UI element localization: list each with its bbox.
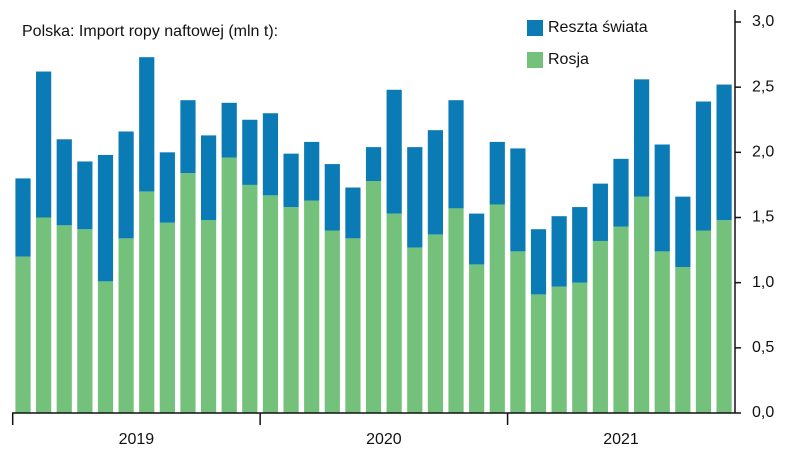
y-tick-label: 2,0 <box>752 144 774 161</box>
bar-segment <box>97 154 114 282</box>
bar-segment <box>159 152 175 223</box>
legend-swatch <box>527 20 543 36</box>
bar-segment <box>695 101 712 231</box>
bar-segment <box>56 139 72 226</box>
chart-title: Polska: Import ropy naftowej (mln t): <box>22 23 278 40</box>
bar-segment <box>180 173 196 413</box>
bar-segment <box>283 153 299 208</box>
bar-segment <box>386 213 402 413</box>
bar-segment <box>716 220 732 413</box>
bar-segment <box>407 147 423 248</box>
bar-segment <box>56 225 72 413</box>
bar-segment <box>469 264 485 413</box>
bar-segment <box>675 267 691 413</box>
legend-swatch <box>527 52 543 68</box>
bar-segment <box>159 222 175 413</box>
bar-segment <box>118 131 134 239</box>
bar-segment <box>365 147 382 182</box>
bar-segment <box>448 208 464 413</box>
bar-segment <box>180 100 196 174</box>
bar-segment <box>427 130 444 235</box>
y-tick-label: 2,5 <box>752 78 774 95</box>
bar-segment <box>489 141 505 205</box>
bar-segment <box>304 141 320 201</box>
bar-segment <box>530 229 547 295</box>
bar-segment <box>345 187 361 239</box>
bar-segment <box>654 144 670 252</box>
bar-segment <box>118 238 134 413</box>
bar-segment <box>262 113 279 196</box>
bar-segment <box>427 234 444 413</box>
bar-segment <box>365 181 382 413</box>
bar-segment <box>77 161 93 230</box>
bar-segment <box>530 294 547 413</box>
bar-segment <box>469 213 485 265</box>
x-group-label: 2021 <box>603 431 639 448</box>
bar-segment <box>324 164 340 231</box>
bar-segment <box>304 200 320 413</box>
x-group-label: 2019 <box>119 431 155 448</box>
bar-segment <box>283 207 299 413</box>
bar-segment <box>242 184 258 413</box>
bar-segment <box>36 217 52 413</box>
bar-segment <box>613 226 629 413</box>
bar-segment <box>448 100 464 209</box>
bar-segment <box>221 102 237 158</box>
legend-label: Reszta świata <box>548 19 648 36</box>
bar-segment <box>200 220 217 413</box>
bar-segment <box>15 178 31 257</box>
bar-segment <box>407 247 423 413</box>
bar-segment <box>139 191 155 413</box>
y-tick-label: 1,5 <box>752 209 774 226</box>
bar-segment <box>695 230 712 413</box>
bar-segment <box>510 148 526 252</box>
y-tick-label: 1,0 <box>752 274 774 291</box>
bar-segment <box>139 57 155 192</box>
bar-segment <box>97 281 114 413</box>
bar-segment <box>716 84 732 221</box>
bar-segment <box>572 282 588 413</box>
bar-segment <box>200 135 217 221</box>
bar-segment <box>386 89 402 214</box>
bar-segment <box>36 71 52 218</box>
legend-label: Rosja <box>548 51 589 68</box>
bar-segment <box>592 240 608 413</box>
bar-segment <box>592 183 608 241</box>
bar-segment <box>572 207 588 283</box>
bar-segment <box>262 195 279 413</box>
bar-segment <box>613 158 629 227</box>
bar-segment <box>551 216 567 287</box>
bar-segment <box>77 229 93 413</box>
bar-segment <box>221 157 237 413</box>
bar-segment <box>510 251 526 413</box>
bar-segment <box>242 119 258 185</box>
bar-segment <box>551 286 567 413</box>
x-group-label: 2020 <box>366 431 402 448</box>
bar-segment <box>654 251 670 413</box>
bar-segment <box>324 230 340 413</box>
bar-segment <box>675 196 691 268</box>
y-tick-label: 0,0 <box>752 404 774 421</box>
bar-segment <box>489 204 505 413</box>
y-tick-label: 3,0 <box>752 13 774 30</box>
y-tick-label: 0,5 <box>752 339 774 356</box>
bar-segment <box>634 79 650 197</box>
bar-segment <box>15 256 31 413</box>
bar-segment <box>634 196 650 413</box>
bar-segment <box>345 238 361 413</box>
